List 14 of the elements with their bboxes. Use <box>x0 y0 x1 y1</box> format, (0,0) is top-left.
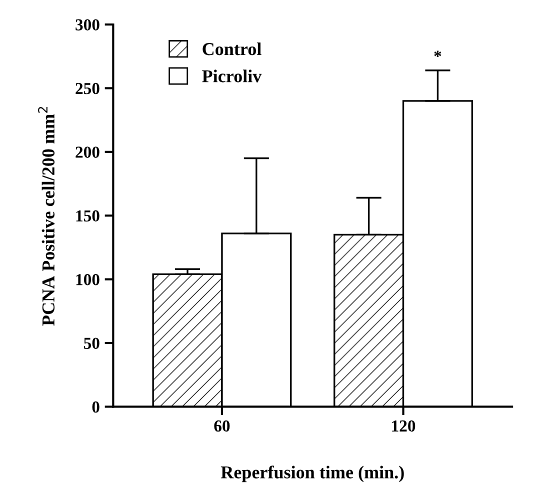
y-tick-label: 200 <box>76 146 100 158</box>
legend-label: Control <box>202 42 262 56</box>
annotation: * <box>434 50 442 58</box>
x-axis-title: Reperfusion time (min.) <box>220 466 404 482</box>
y-tick-label: 0 <box>92 401 100 413</box>
y-tick-label: 100 <box>76 274 100 286</box>
y-tick-label: 300 <box>76 19 100 30</box>
x-tick-label: 120 <box>392 420 416 432</box>
legend-label: Picroliv <box>202 70 262 82</box>
y-tick-label: 250 <box>76 82 100 94</box>
y-axis-title: PCNA Positive cell/200 mm$^{2}$ <box>38 106 55 326</box>
y-tick-label: 150 <box>76 210 100 222</box>
y-tick-label: 50 <box>84 338 100 349</box>
x-tick-label: 60 <box>214 420 230 432</box>
